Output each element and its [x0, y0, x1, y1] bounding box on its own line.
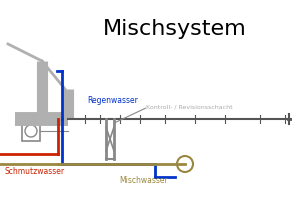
Bar: [22, 121, 40, 141]
Text: Regenwasser: Regenwasser: [88, 96, 138, 105]
Text: Mischwasser: Mischwasser: [120, 176, 168, 185]
Circle shape: [25, 125, 37, 137]
Text: Kontroll- / Revisionsschacht: Kontroll- / Revisionsschacht: [146, 104, 233, 110]
Text: Schmutzwasser: Schmutzwasser: [4, 167, 65, 176]
Circle shape: [177, 156, 193, 172]
Text: Mischsystem: Mischsystem: [103, 19, 247, 39]
